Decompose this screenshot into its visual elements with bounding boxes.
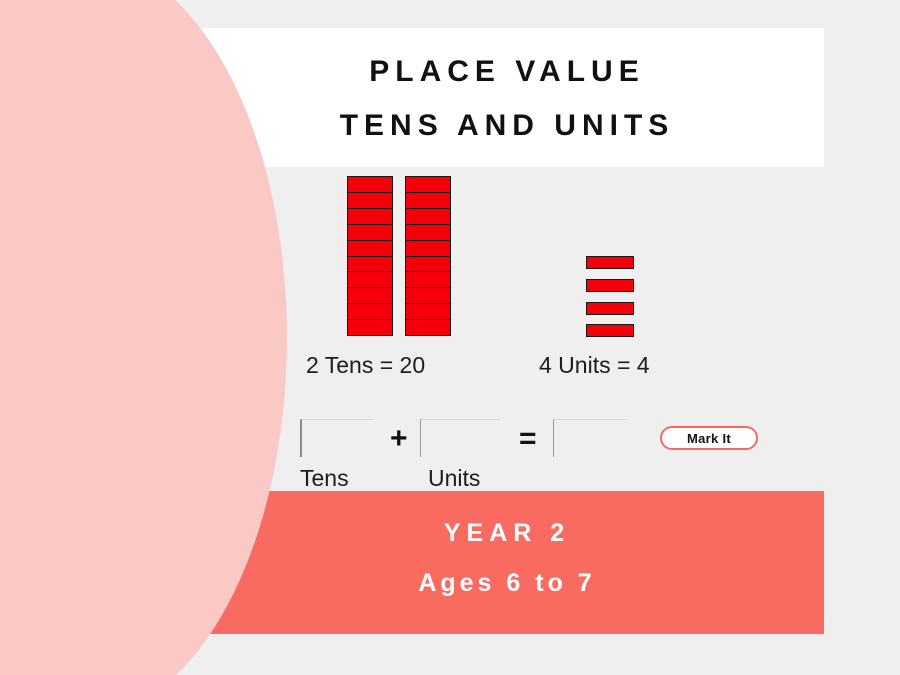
units-field-label: Units <box>428 465 481 491</box>
tens-rod-segment <box>348 304 392 321</box>
tens-rod-segment <box>406 193 450 209</box>
units-input[interactable] <box>420 419 500 457</box>
tens-rod-segment <box>406 257 450 273</box>
unit-block <box>586 324 634 337</box>
tens-rod-segment <box>406 209 450 225</box>
tens-rod-segment <box>348 241 392 257</box>
footer-band: YEAR 2 Ages 6 to 7 <box>190 491 824 634</box>
units-value-caption: 4 Units = 4 <box>539 352 650 378</box>
tens-rod-segment <box>406 225 450 241</box>
total-input[interactable] <box>553 419 626 457</box>
mark-it-button[interactable]: Mark It <box>660 426 758 450</box>
tens-rod-segment <box>348 225 392 241</box>
tens-field-label: Tens <box>300 465 349 491</box>
footer-year-label: YEAR 2 <box>443 519 571 547</box>
tens-rod-segment <box>406 288 450 305</box>
tens-rod-segment <box>348 177 392 193</box>
tens-rod <box>347 176 393 336</box>
tens-rod-segment <box>406 304 450 321</box>
tens-rod-segment <box>348 272 392 289</box>
tens-rod-segment <box>406 272 450 289</box>
plus-operator-icon: + <box>390 422 408 455</box>
page-title-line-1: PLACE VALUE <box>369 55 645 88</box>
tens-rod-segment <box>348 209 392 225</box>
header-band: PLACE VALUE TENS AND UNITS <box>190 28 824 167</box>
unit-block <box>586 279 634 292</box>
tens-rod-segment <box>406 177 450 193</box>
equals-operator-icon: = <box>519 422 537 455</box>
tens-rod-segment <box>348 288 392 305</box>
tens-rod <box>405 176 451 336</box>
tens-rod-segment <box>348 193 392 209</box>
page-title-line-2: TENS AND UNITS <box>339 109 675 142</box>
tens-input[interactable] <box>300 419 373 457</box>
tens-value-caption: 2 Tens = 20 <box>306 352 426 378</box>
footer-ages-label: Ages 6 to 7 <box>418 569 596 597</box>
unit-block <box>586 302 634 315</box>
unit-block <box>586 256 634 269</box>
tens-rod-segment <box>348 257 392 273</box>
tens-rod-segment <box>406 241 450 257</box>
